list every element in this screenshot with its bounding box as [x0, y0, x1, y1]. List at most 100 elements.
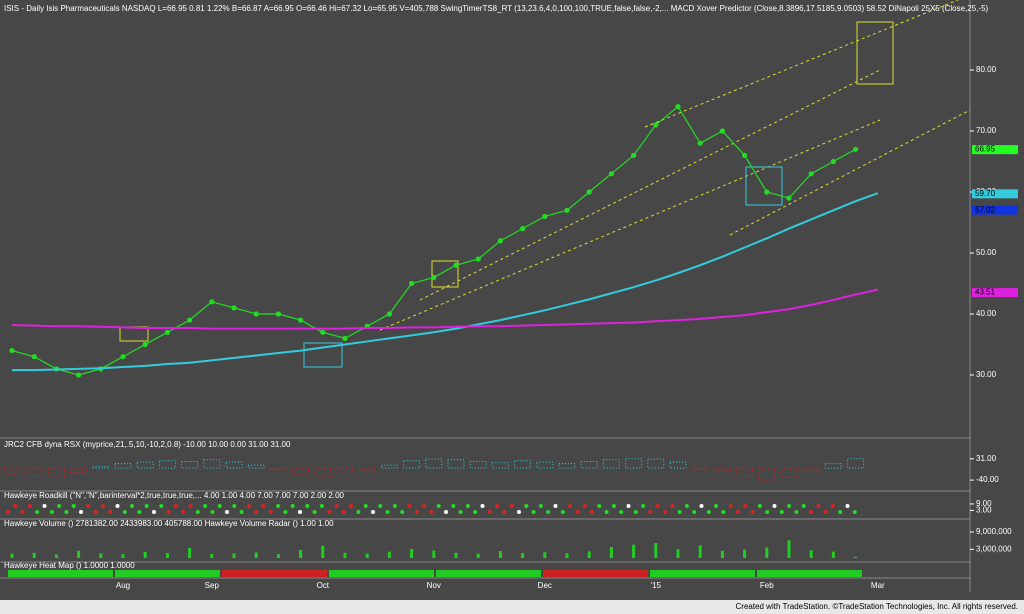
osc-bar — [647, 458, 665, 469]
roadkill-dot — [356, 510, 361, 514]
price-dot — [808, 171, 814, 177]
price-dot — [298, 317, 304, 323]
heat-cell — [543, 570, 648, 577]
y-tick-label: 50.00 — [976, 248, 997, 257]
roadkill-dot — [757, 504, 762, 508]
roadkill-dot — [188, 504, 193, 508]
roadkill-dot — [626, 504, 631, 508]
roadkill-dot — [750, 510, 755, 514]
osc-bar — [247, 464, 265, 469]
roadkill-dot — [49, 510, 54, 514]
price-dot — [9, 347, 15, 354]
price-dot — [497, 238, 503, 244]
roadkill-dot — [203, 504, 208, 508]
roadkill-dot — [590, 510, 594, 514]
roadkill-dot — [305, 504, 310, 508]
target-box — [303, 342, 343, 368]
price-dot — [409, 280, 415, 287]
price-dot — [608, 171, 615, 177]
price-tag-label: 43.51 — [975, 288, 996, 297]
roadkill-dot — [115, 504, 120, 508]
roadkill-dot — [422, 504, 427, 508]
roadkill-dot — [604, 510, 609, 514]
y-tick-label: 9,000,000 — [976, 527, 1012, 536]
roadkill-dot — [79, 510, 83, 514]
price-dot — [342, 335, 348, 341]
volume-bar — [321, 545, 325, 558]
volume-bar — [854, 556, 858, 558]
osc-bar — [114, 463, 132, 469]
roadkill-dot — [283, 510, 288, 514]
roadkill-dot — [181, 510, 186, 514]
volume-bar — [498, 551, 502, 558]
pane-title: Hawkeye Volume () 2781382.00 2433983.00 … — [4, 519, 334, 528]
osc-bar — [425, 458, 443, 469]
price-dot — [697, 140, 703, 146]
x-tick-label: '15 — [651, 581, 662, 590]
x-tick-label: Sep — [205, 581, 220, 590]
roadkill-dot — [743, 504, 748, 508]
roadkill-dot — [487, 510, 492, 514]
osc-bar — [136, 461, 154, 469]
roadkill-dot — [473, 510, 478, 514]
pane-title: JRC2 CFB dyna RSX (myprice,21,.5,10,-10,… — [4, 440, 291, 449]
osc-bar — [225, 461, 243, 469]
roadkill-dot — [371, 510, 375, 514]
roadkill-dot — [509, 504, 514, 508]
roadkill-dot — [385, 510, 390, 514]
roadkill-dot — [35, 510, 40, 514]
volume-bar — [188, 547, 192, 558]
price-dot — [76, 372, 82, 378]
osc-bar — [758, 467, 776, 481]
roadkill-dot — [794, 510, 799, 514]
price-dot — [719, 128, 726, 134]
volume-bar — [276, 554, 280, 558]
roadkill-dot — [838, 510, 843, 514]
volume-bar — [654, 542, 658, 558]
price-dot — [631, 152, 637, 159]
y-tick-label: 3,000,000 — [976, 544, 1012, 553]
roadkill-dot — [787, 504, 792, 508]
price-dot — [764, 189, 770, 195]
roadkill-dot — [663, 510, 667, 514]
roadkill-dot — [341, 510, 346, 514]
roadkill-dot — [538, 504, 543, 508]
roadkill-dot — [407, 504, 412, 508]
price-dot — [120, 354, 126, 360]
roadkill-dot — [714, 504, 719, 508]
series-line — [12, 192, 879, 372]
roadkill-dot — [692, 510, 697, 514]
roadkill-dot — [312, 510, 317, 514]
roadkill-dot — [20, 510, 25, 514]
roadkill-dot — [152, 510, 156, 514]
volume-bar — [543, 552, 547, 558]
price-tag — [972, 205, 1018, 215]
volume-bar — [521, 553, 525, 558]
roadkill-dot — [246, 504, 251, 508]
osc-bar — [292, 467, 310, 475]
y-tick-label: 3.00 — [976, 506, 992, 515]
target-box — [745, 166, 783, 206]
roadkill-dot — [765, 510, 770, 514]
roadkill-dot — [575, 510, 580, 514]
price-tag-label: 66.95 — [975, 145, 996, 154]
roadkill-dot — [451, 504, 456, 508]
roadkill-dot — [349, 504, 354, 508]
osc-bar — [780, 467, 798, 478]
price-dot — [786, 195, 792, 201]
roadkill-dot — [64, 510, 69, 514]
roadkill-dot — [42, 504, 47, 508]
roadkill-dot — [27, 504, 32, 508]
roadkill-dot — [400, 510, 405, 514]
volume-bar — [565, 553, 569, 558]
roadkill-dot — [655, 504, 660, 508]
price-tag — [972, 288, 1018, 298]
price-dot — [209, 299, 215, 305]
osc-bar — [3, 467, 21, 475]
volume-bar — [343, 552, 347, 558]
x-tick-label: Aug — [116, 581, 130, 590]
heat-cell — [436, 570, 541, 577]
price-dot — [564, 207, 570, 213]
volume-bar — [587, 551, 591, 558]
y-tick-label: -40.00 — [976, 475, 999, 484]
